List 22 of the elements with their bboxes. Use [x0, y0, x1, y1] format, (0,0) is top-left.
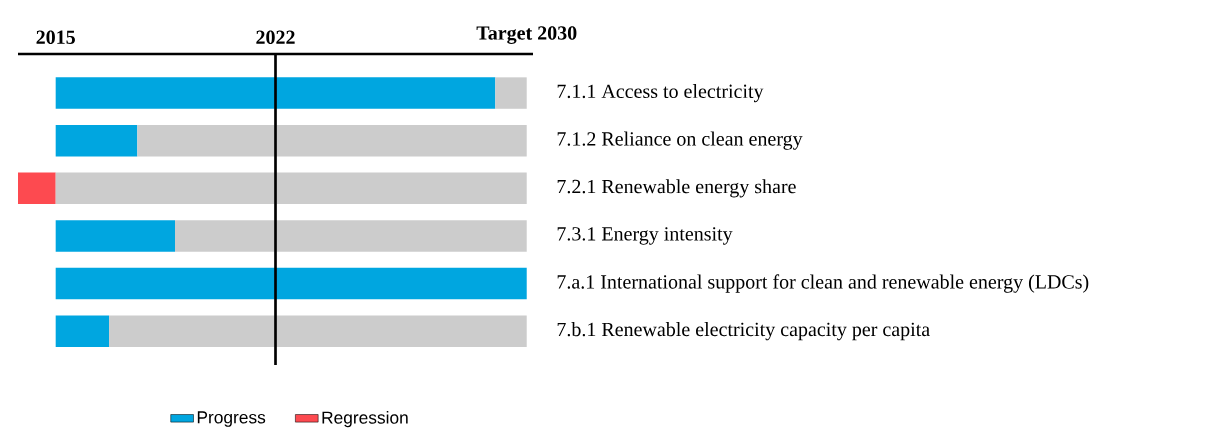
bar: [55, 172, 527, 205]
legend-label: Progress: [197, 411, 266, 427]
legend-label: Regression: [322, 411, 408, 428]
bar: [55, 124, 138, 157]
bar: [495, 77, 527, 109]
bar: [18, 172, 56, 205]
y-tick-label: 7.b.1 Renewable electricity capacity per capita: [557, 322, 930, 341]
x-tick-label: Target 2030: [476, 26, 577, 44]
y-tick-label: 7.3.1 Energy intensity: [557, 227, 733, 245]
bar: [55, 77, 496, 109]
x-tick-label: 2022: [256, 30, 295, 44]
y-tick-label: 7.1.1 Access to electricity: [557, 83, 764, 103]
bar: [55, 220, 176, 252]
bar: [55, 315, 110, 347]
bar: [55, 267, 527, 300]
y-tick-label: 7.1.2 Reliance on clean energy: [557, 131, 803, 150]
bar: [109, 315, 527, 347]
y-tick-label: 7.2.1 Renewable energy share: [557, 179, 796, 198]
bar: [175, 220, 527, 252]
y-tick-label: 7.a.1 International support for clean and renewable energy (LDCs): [557, 274, 1089, 293]
bar: [137, 124, 527, 157]
x-tick-label: 2015: [36, 30, 75, 44]
